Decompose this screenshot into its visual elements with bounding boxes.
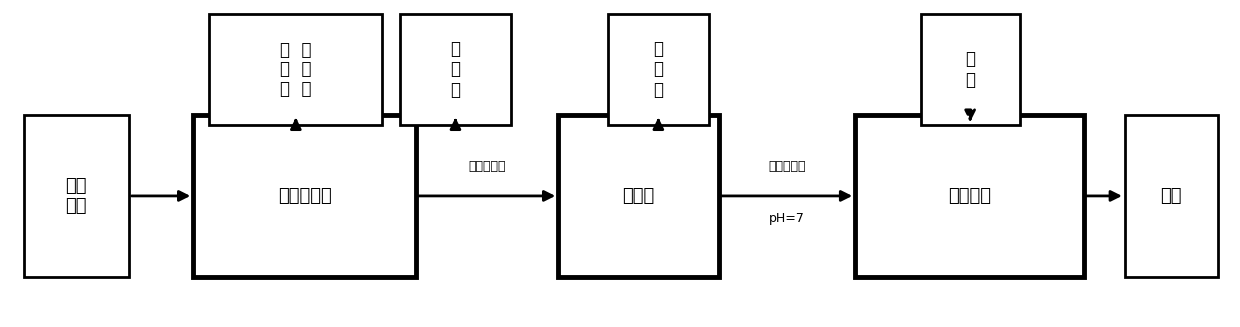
Bar bbox=[210, 14, 382, 125]
Bar bbox=[399, 14, 511, 125]
Text: 酸
或
碱: 酸 或 碱 bbox=[450, 40, 460, 98]
Bar bbox=[558, 115, 719, 277]
Text: 排泥: 排泥 bbox=[1161, 187, 1182, 205]
Bar bbox=[608, 14, 709, 125]
Text: 酸
或
碱: 酸 或 碱 bbox=[653, 40, 663, 98]
Text: 甘  蟯
氨  合
酸  镁: 甘 蟯 氨 合 酸 镁 bbox=[280, 41, 311, 98]
Text: 甲
烷: 甲 烷 bbox=[965, 50, 975, 89]
Text: 剩余
污泥: 剩余 污泥 bbox=[66, 177, 87, 215]
Text: pH=7: pH=7 bbox=[769, 212, 805, 225]
Text: 发酵混合物: 发酵混合物 bbox=[769, 160, 806, 173]
Bar bbox=[193, 115, 415, 277]
Text: 产甲烷罐: 产甲烷罐 bbox=[949, 187, 991, 205]
Bar bbox=[24, 115, 129, 277]
Text: 调节罐: 调节罐 bbox=[622, 187, 655, 205]
Text: 水解发酵罐: 水解发酵罐 bbox=[278, 187, 331, 205]
Text: 发酵混合物: 发酵混合物 bbox=[469, 160, 506, 173]
Bar bbox=[856, 115, 1084, 277]
Bar bbox=[1125, 115, 1218, 277]
Bar bbox=[920, 14, 1019, 125]
